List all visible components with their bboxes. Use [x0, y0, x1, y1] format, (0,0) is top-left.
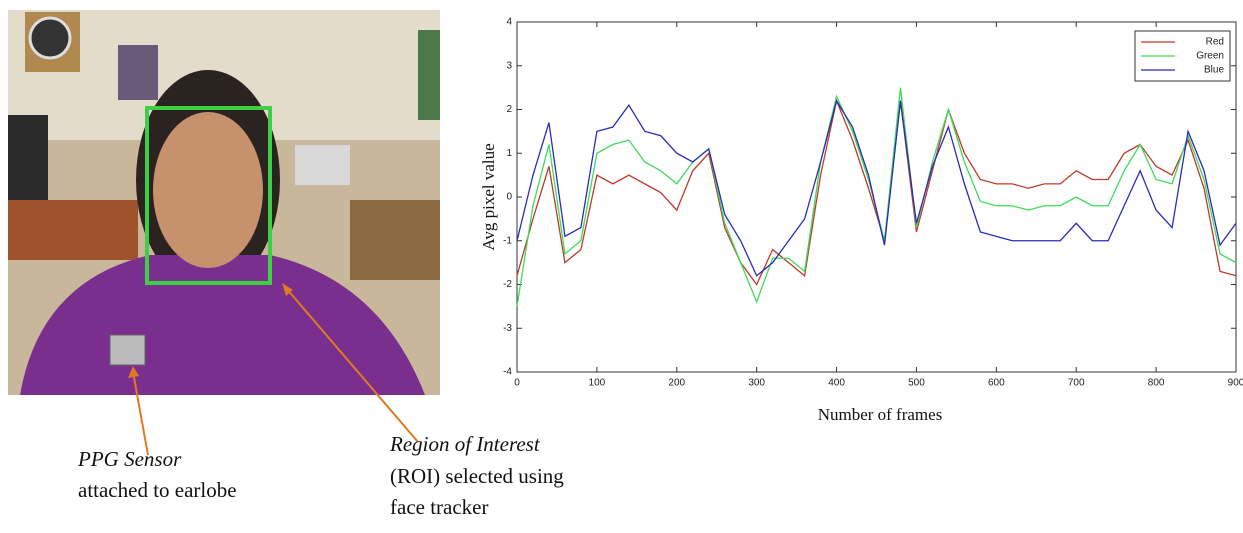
arrow: [132, 371, 149, 456]
x-tick-label: 700: [1068, 378, 1085, 389]
y-tick-label: 3: [506, 60, 512, 71]
poster: [418, 30, 440, 120]
x-tick-label: 600: [988, 378, 1005, 389]
y-tick-label: -1: [503, 235, 512, 246]
x-tick-label: 100: [589, 378, 606, 389]
y-tick-label: -2: [503, 279, 512, 290]
monitor: [295, 145, 350, 185]
desk: [8, 200, 138, 260]
arrowhead: [282, 283, 293, 296]
y-axis-label: Avg pixel value: [479, 143, 498, 250]
series-line: [516, 98, 1237, 286]
face: [153, 112, 263, 268]
annotation-title: Region of Interest: [389, 432, 541, 456]
plot: -4 -3 -2 -1 0 1 2 3 4 0 100 200 300 400 500 600 700 800 90…: [503, 17, 1243, 389]
annotation-text: (ROI) selected using: [390, 464, 564, 488]
bag: [8, 115, 48, 205]
x-tick-label: 500: [908, 378, 925, 389]
arrow: [285, 287, 419, 443]
y-tick-label: -4: [503, 367, 512, 378]
y-tick-label: 1: [506, 148, 512, 159]
webcam-photo: [8, 10, 440, 395]
roi-box: [145, 106, 272, 285]
legend-label: Green: [1196, 51, 1224, 62]
poster: [118, 45, 158, 100]
y-tick-label: 0: [506, 192, 512, 203]
y-tick-label: -3: [503, 323, 512, 334]
ppg-sensor: [109, 334, 146, 366]
x-tick-label: 400: [828, 378, 845, 389]
legend-label: Red: [1206, 37, 1224, 48]
x-tick-label: 300: [748, 378, 765, 389]
plot-frame: [516, 21, 1237, 373]
legend-label: Blue: [1204, 65, 1224, 76]
x-tick-label: 800: [1148, 378, 1165, 389]
x-tick-label: 200: [668, 378, 685, 389]
arrowhead: [128, 366, 139, 378]
desk: [350, 200, 440, 280]
annotation-text: face tracker: [390, 495, 489, 519]
annotation-text: attached to earlobe: [78, 478, 237, 502]
dartboard: [28, 16, 72, 60]
x-axis-label: Number of frames: [818, 405, 943, 424]
series-line: [516, 99, 1237, 277]
y-tick-label: 2: [506, 104, 512, 115]
annotation-title: PPG Sensor: [77, 447, 182, 471]
x-tick-label: 0: [514, 378, 520, 389]
x-tick-label: 900: [1228, 378, 1243, 389]
y-tick-label: 4: [506, 17, 512, 28]
